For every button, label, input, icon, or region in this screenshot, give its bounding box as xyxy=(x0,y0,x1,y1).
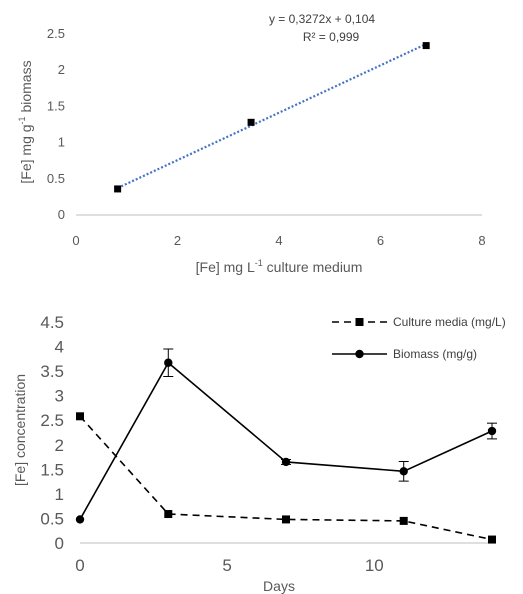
y-tick-label: 1.5 xyxy=(47,98,65,113)
data-point xyxy=(114,185,122,193)
x-tick-label: 2 xyxy=(174,233,181,248)
series-lines xyxy=(75,348,497,544)
y-tick-label: 1.5 xyxy=(40,460,64,479)
calibration-chart: 0 0.5 1 1.5 2 2.5 0 2 4 6 8 y = 0,3272x + 0,104 R… xyxy=(17,12,486,275)
data-point xyxy=(164,358,173,367)
data-points xyxy=(114,42,430,193)
y-tick-label: 3.5 xyxy=(40,362,64,381)
x-tick-labels: 0 5 10 xyxy=(75,556,383,575)
series-line xyxy=(79,361,493,520)
series-line xyxy=(79,415,493,541)
data-point xyxy=(281,457,291,467)
series-circle xyxy=(75,348,497,524)
y-tick-label: 2.5 xyxy=(47,26,65,41)
data-point xyxy=(282,515,290,524)
x-tick-label: 5 xyxy=(222,556,231,575)
x-tick-label: 0 xyxy=(75,556,84,575)
x-tick-label: 0 xyxy=(72,233,79,248)
y-tick-label: 0 xyxy=(58,207,65,222)
y-tick-labels: 0 0.5 1 1.5 2 2.5 xyxy=(47,26,65,222)
y-tick-label: 1 xyxy=(55,485,64,504)
y-tick-label: 1 xyxy=(58,135,65,150)
data-point xyxy=(399,467,408,476)
y-tick-label: 2 xyxy=(58,62,65,77)
y-tick-label: 4.5 xyxy=(40,313,64,332)
data-point xyxy=(487,426,497,436)
x-tick-label: 6 xyxy=(377,233,384,248)
y-tick-label: 2.5 xyxy=(40,411,64,430)
x-tick-label: 4 xyxy=(275,233,282,248)
series-square xyxy=(76,412,496,544)
data-point xyxy=(164,510,173,519)
y-axis-label: [Fe] mg g-1 biomass xyxy=(17,60,34,183)
y-tick-label: 0.5 xyxy=(40,509,64,528)
trendline xyxy=(117,43,427,190)
legend-label: Biomass (mg/g) xyxy=(393,347,477,361)
x-tick-labels: 0 2 4 6 8 xyxy=(72,233,485,248)
legend-marker xyxy=(355,349,364,359)
legend-label: Culture media (mg/L) xyxy=(393,315,506,329)
x-axis-label: Days xyxy=(263,578,295,594)
legend-marker xyxy=(355,318,364,326)
legend: Culture media (mg/L) Biomass (mg/g) xyxy=(332,315,506,361)
trendline-r-squared: R² = 0,999 xyxy=(303,30,360,44)
data-point xyxy=(399,516,408,525)
trendline-line xyxy=(117,43,427,190)
x-tick-label: 8 xyxy=(478,233,485,248)
x-axis-label: [Fe] mg L-1 culture medium xyxy=(196,258,363,275)
y-tick-label: 4 xyxy=(55,338,64,357)
data-point xyxy=(76,412,84,421)
y-tick-labels: 0 0.5 1 1.5 2 2.5 3 3.5 4 4.5 xyxy=(40,313,64,553)
data-point xyxy=(422,42,430,50)
y-tick-label: 0 xyxy=(55,534,64,553)
data-point xyxy=(247,118,255,126)
y-axis-label: [Fe] concentration xyxy=(12,374,28,486)
y-tick-label: 0.5 xyxy=(47,171,65,186)
data-point xyxy=(488,535,496,544)
y-tick-label: 2 xyxy=(55,436,64,455)
data-point xyxy=(75,515,85,524)
trendline-equation: y = 0,3272x + 0,104 xyxy=(269,12,375,26)
time-course-chart: 0 0.5 1 1.5 2 2.5 3 3.5 4 4.5 0 5 10 Days [Fe] conc… xyxy=(12,313,506,594)
x-tick-label: 10 xyxy=(365,556,384,575)
y-tick-label: 3 xyxy=(55,387,64,406)
